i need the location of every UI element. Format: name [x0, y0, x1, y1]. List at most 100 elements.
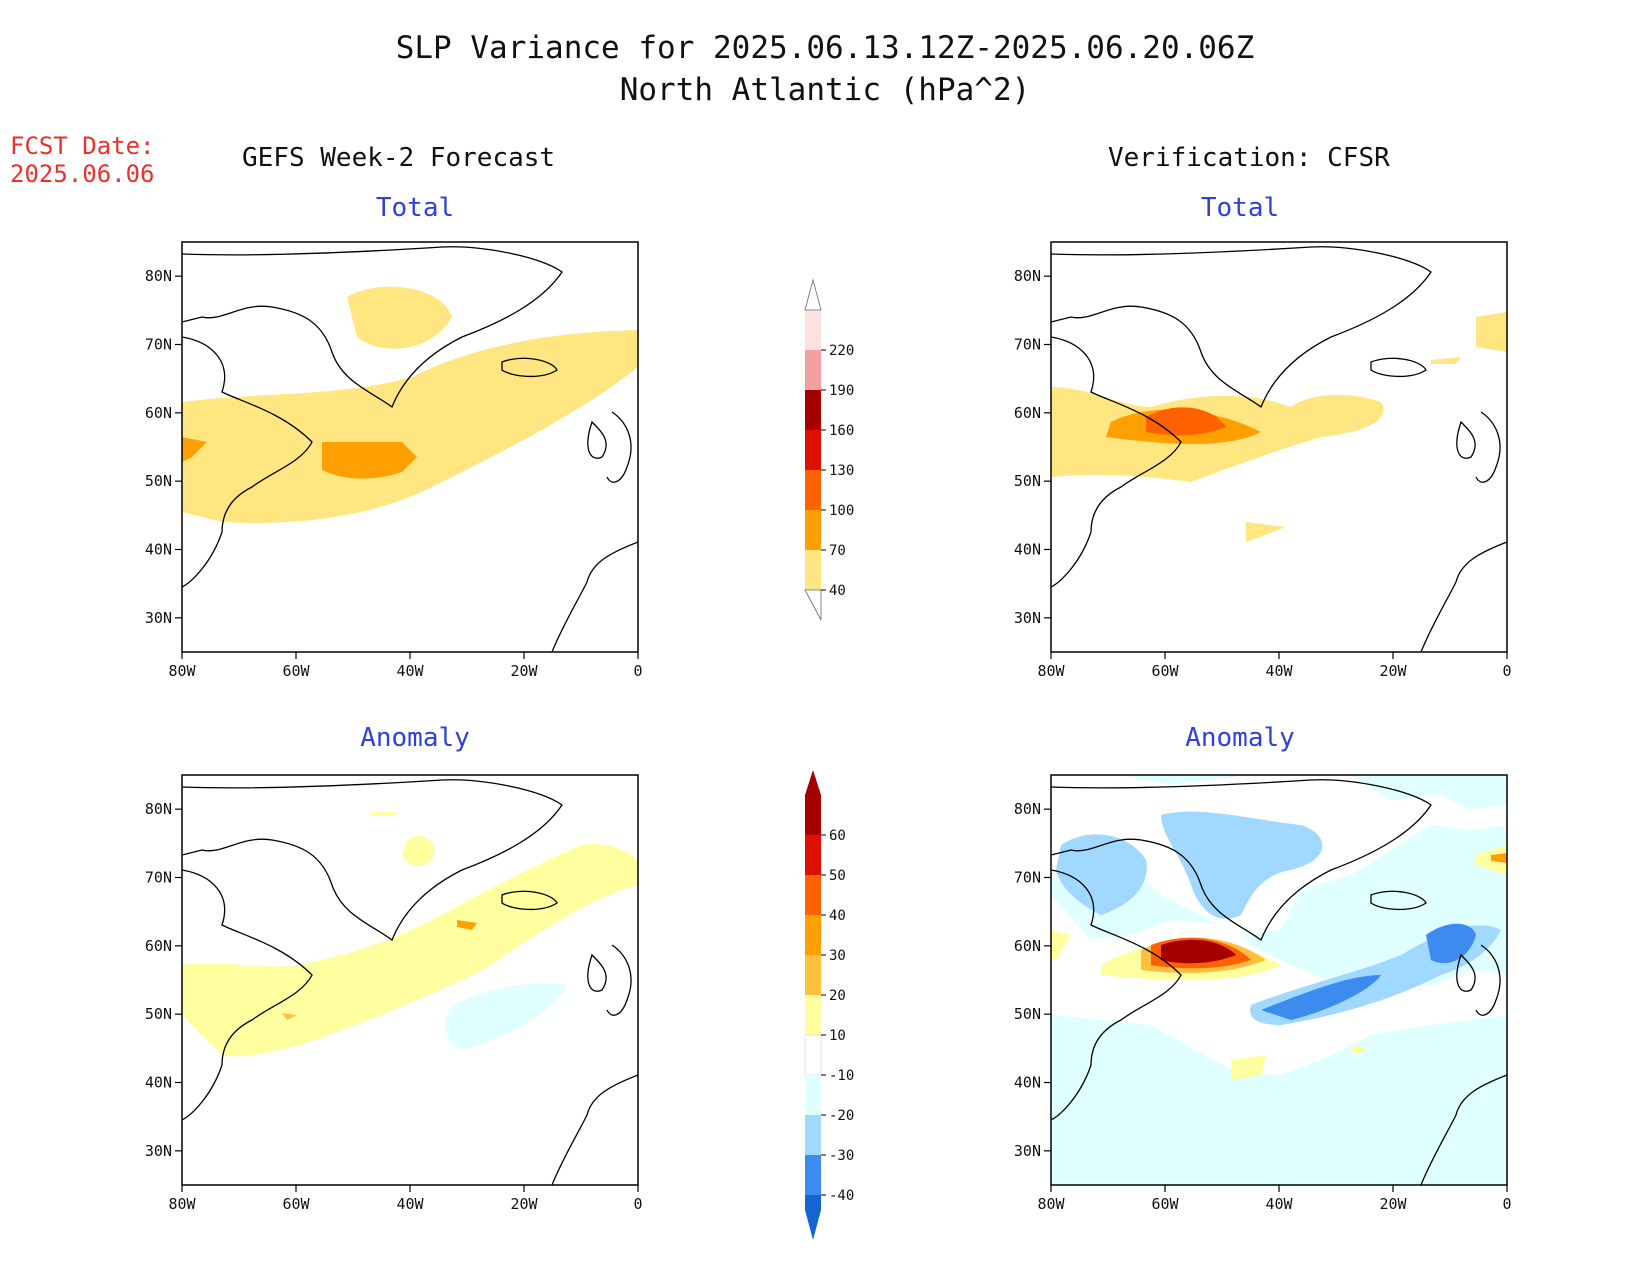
colorbar-total-label: 40 [829, 583, 846, 599]
lat-tick-label: 30N [145, 1142, 172, 1160]
colorbar-total-top-cap [804, 278, 822, 311]
colorbar-total-swatch [805, 430, 821, 470]
map-panel-cfsr-total: 80W 60W 40W 20W 0 80N 70N 60N 50N 40N 30N [996, 234, 1536, 694]
lon-tick-label: 40W [1265, 1195, 1293, 1213]
colorbar-anomaly-swatch [805, 1155, 821, 1195]
colorbar-anomaly-swatch [805, 1075, 821, 1115]
colorbar-total-swatch [805, 350, 821, 390]
lon-tick-label: 60W [282, 662, 310, 680]
lat-tick-label: 50N [1014, 472, 1041, 490]
lat-tick-label: 60N [145, 404, 172, 422]
panel-title-cfsr-total: Total [1200, 193, 1280, 223]
colorbar-total-swatch [805, 310, 821, 350]
lon-tick-label: 20W [510, 662, 538, 680]
lon-tick-label: 80W [168, 662, 196, 680]
lat-tick-label: 60N [1014, 937, 1041, 955]
figure-subtitle: North Atlantic (hPa^2) [619, 72, 1031, 108]
lat-tick-label: 40N [1014, 541, 1041, 559]
lon-tick-label: 60W [282, 1195, 310, 1213]
colorbar-anomaly-swatch [805, 995, 821, 1035]
colorbar-total-label: 70 [829, 543, 846, 559]
fcst-date-value: 2025.06.06 [10, 160, 155, 188]
lat-tick-label: 70N [145, 336, 172, 354]
column-title-gefs: GEFS Week-2 Forecast [242, 143, 556, 173]
colorbar-anomaly-label: 10 [829, 1028, 846, 1044]
colorbar-anomaly-swatch [805, 835, 821, 875]
map-panel-gefs-anomaly: 80W 60W 40W 20W 0 80N 70N 60N 50N 40N 30N [127, 767, 667, 1227]
lon-tick-label: 0 [1502, 662, 1511, 680]
lon-tick-label: 0 [1502, 1195, 1511, 1213]
lat-tick-label: 70N [145, 869, 172, 887]
colorbar-anomaly-label: 50 [829, 868, 846, 884]
colorbar-anomaly-swatch [805, 955, 821, 995]
lat-tick-label: 80N [145, 267, 172, 285]
lat-tick-label: 40N [145, 541, 172, 559]
lon-tick-label: 20W [1379, 1195, 1407, 1213]
lon-tick-label: 80W [1037, 1195, 1065, 1213]
colorbar-total-label: 160 [829, 423, 854, 439]
lat-tick-label: 40N [145, 1074, 172, 1092]
lat-tick-label: 30N [1014, 609, 1041, 627]
lon-tick-label: 0 [633, 662, 642, 680]
panel-title-cfsr-anomaly: Anomaly [1185, 723, 1295, 753]
colorbar-anomaly-swatch [805, 915, 821, 955]
colorbar-total: 40 70 100 130 160 190 220 [795, 278, 875, 621]
map-gefs-anomaly: 80W 60W 40W 20W 0 80N 70N 60N 50N 40N 30N [145, 774, 643, 1213]
colorbar-anomaly-label: -20 [829, 1108, 854, 1124]
lon-tick-label: 40W [396, 1195, 424, 1213]
colorbar-total-bottom-cap [804, 589, 822, 621]
lon-tick-label: 0 [633, 1195, 642, 1213]
colorbar-total-swatch [805, 470, 821, 510]
panel-title-gefs-anomaly: Anomaly [360, 723, 470, 753]
colorbar-total-swatch [805, 510, 821, 550]
lat-tick-label: 80N [1014, 800, 1041, 818]
colorbar-anomaly-label: 40 [829, 908, 846, 924]
lat-tick-label: 50N [145, 472, 172, 490]
shading [182, 812, 638, 1057]
panel-title-gefs-total: Total [375, 193, 455, 223]
colorbar-anomaly-label: 60 [829, 828, 846, 844]
map-panel-gefs-total: 80W 60W 40W 20W 0 80N 70N 60N 50N 40N 30N [127, 234, 667, 694]
lat-tick-label: 30N [1014, 1142, 1041, 1160]
lon-tick-label: 20W [1379, 662, 1407, 680]
colorbar-anomaly: 60 50 40 30 20 10 -10 -20 -30 -40 [795, 755, 875, 1240]
shading [1051, 775, 1507, 1080]
colorbar-total-label: 100 [829, 503, 854, 519]
figure-title: SLP Variance for 2025.06.13.12Z-2025.06.… [395, 30, 1255, 66]
colorbar-total-label: 220 [829, 343, 854, 359]
colorbar-anomaly-swatch [805, 1115, 821, 1155]
fcst-date-label: FCST Date: [10, 132, 155, 160]
lat-tick-label: 40N [1014, 1074, 1041, 1092]
lon-tick-label: 20W [510, 1195, 538, 1213]
lat-tick-label: 80N [1014, 267, 1041, 285]
map-cfsr-total: 80W 60W 40W 20W 0 80N 70N 60N 50N 40N 30N [1014, 241, 1512, 680]
colorbar-total-label: 190 [829, 383, 854, 399]
coastlines [1050, 246, 1508, 653]
colorbar-anomaly-swatch [805, 875, 821, 915]
coastlines [1050, 779, 1508, 1186]
lat-tick-label: 50N [1014, 1005, 1041, 1023]
lat-tick-label: 50N [145, 1005, 172, 1023]
lon-tick-label: 80W [168, 1195, 196, 1213]
lon-tick-label: 40W [1265, 662, 1293, 680]
lat-tick-label: 70N [1014, 869, 1041, 887]
colorbar-total-svg: 40 70 100 130 160 190 220 [804, 278, 854, 621]
colorbar-total-label: 130 [829, 463, 854, 479]
map-gefs-total: 80W 60W 40W 20W 0 80N 70N 60N 50N 40N 30N [145, 241, 643, 680]
lat-tick-label: 30N [145, 609, 172, 627]
lat-tick-label: 60N [145, 937, 172, 955]
colorbar-anomaly-label: -40 [829, 1188, 854, 1204]
map-cfsr-anomaly: 80W 60W 40W 20W 0 80N 70N 60N 50N 40N 30N [1014, 774, 1512, 1213]
colorbar-anomaly-label: 20 [829, 988, 846, 1004]
lon-tick-label: 80W [1037, 662, 1065, 680]
colorbar-anomaly-label: -30 [829, 1148, 854, 1164]
column-title-cfsr: Verification: CFSR [1108, 143, 1390, 173]
colorbar-anomaly-swatch [805, 770, 821, 835]
colorbar-total-swatch [805, 390, 821, 430]
coastlines [181, 779, 639, 1186]
colorbar-anomaly-svg: 60 50 40 30 20 10 -10 -20 -30 -40 [804, 770, 854, 1240]
lon-tick-label: 40W [396, 662, 424, 680]
colorbar-anomaly-label: -10 [829, 1068, 854, 1084]
lat-tick-label: 70N [1014, 336, 1041, 354]
colorbar-anomaly-label: 30 [829, 948, 846, 964]
